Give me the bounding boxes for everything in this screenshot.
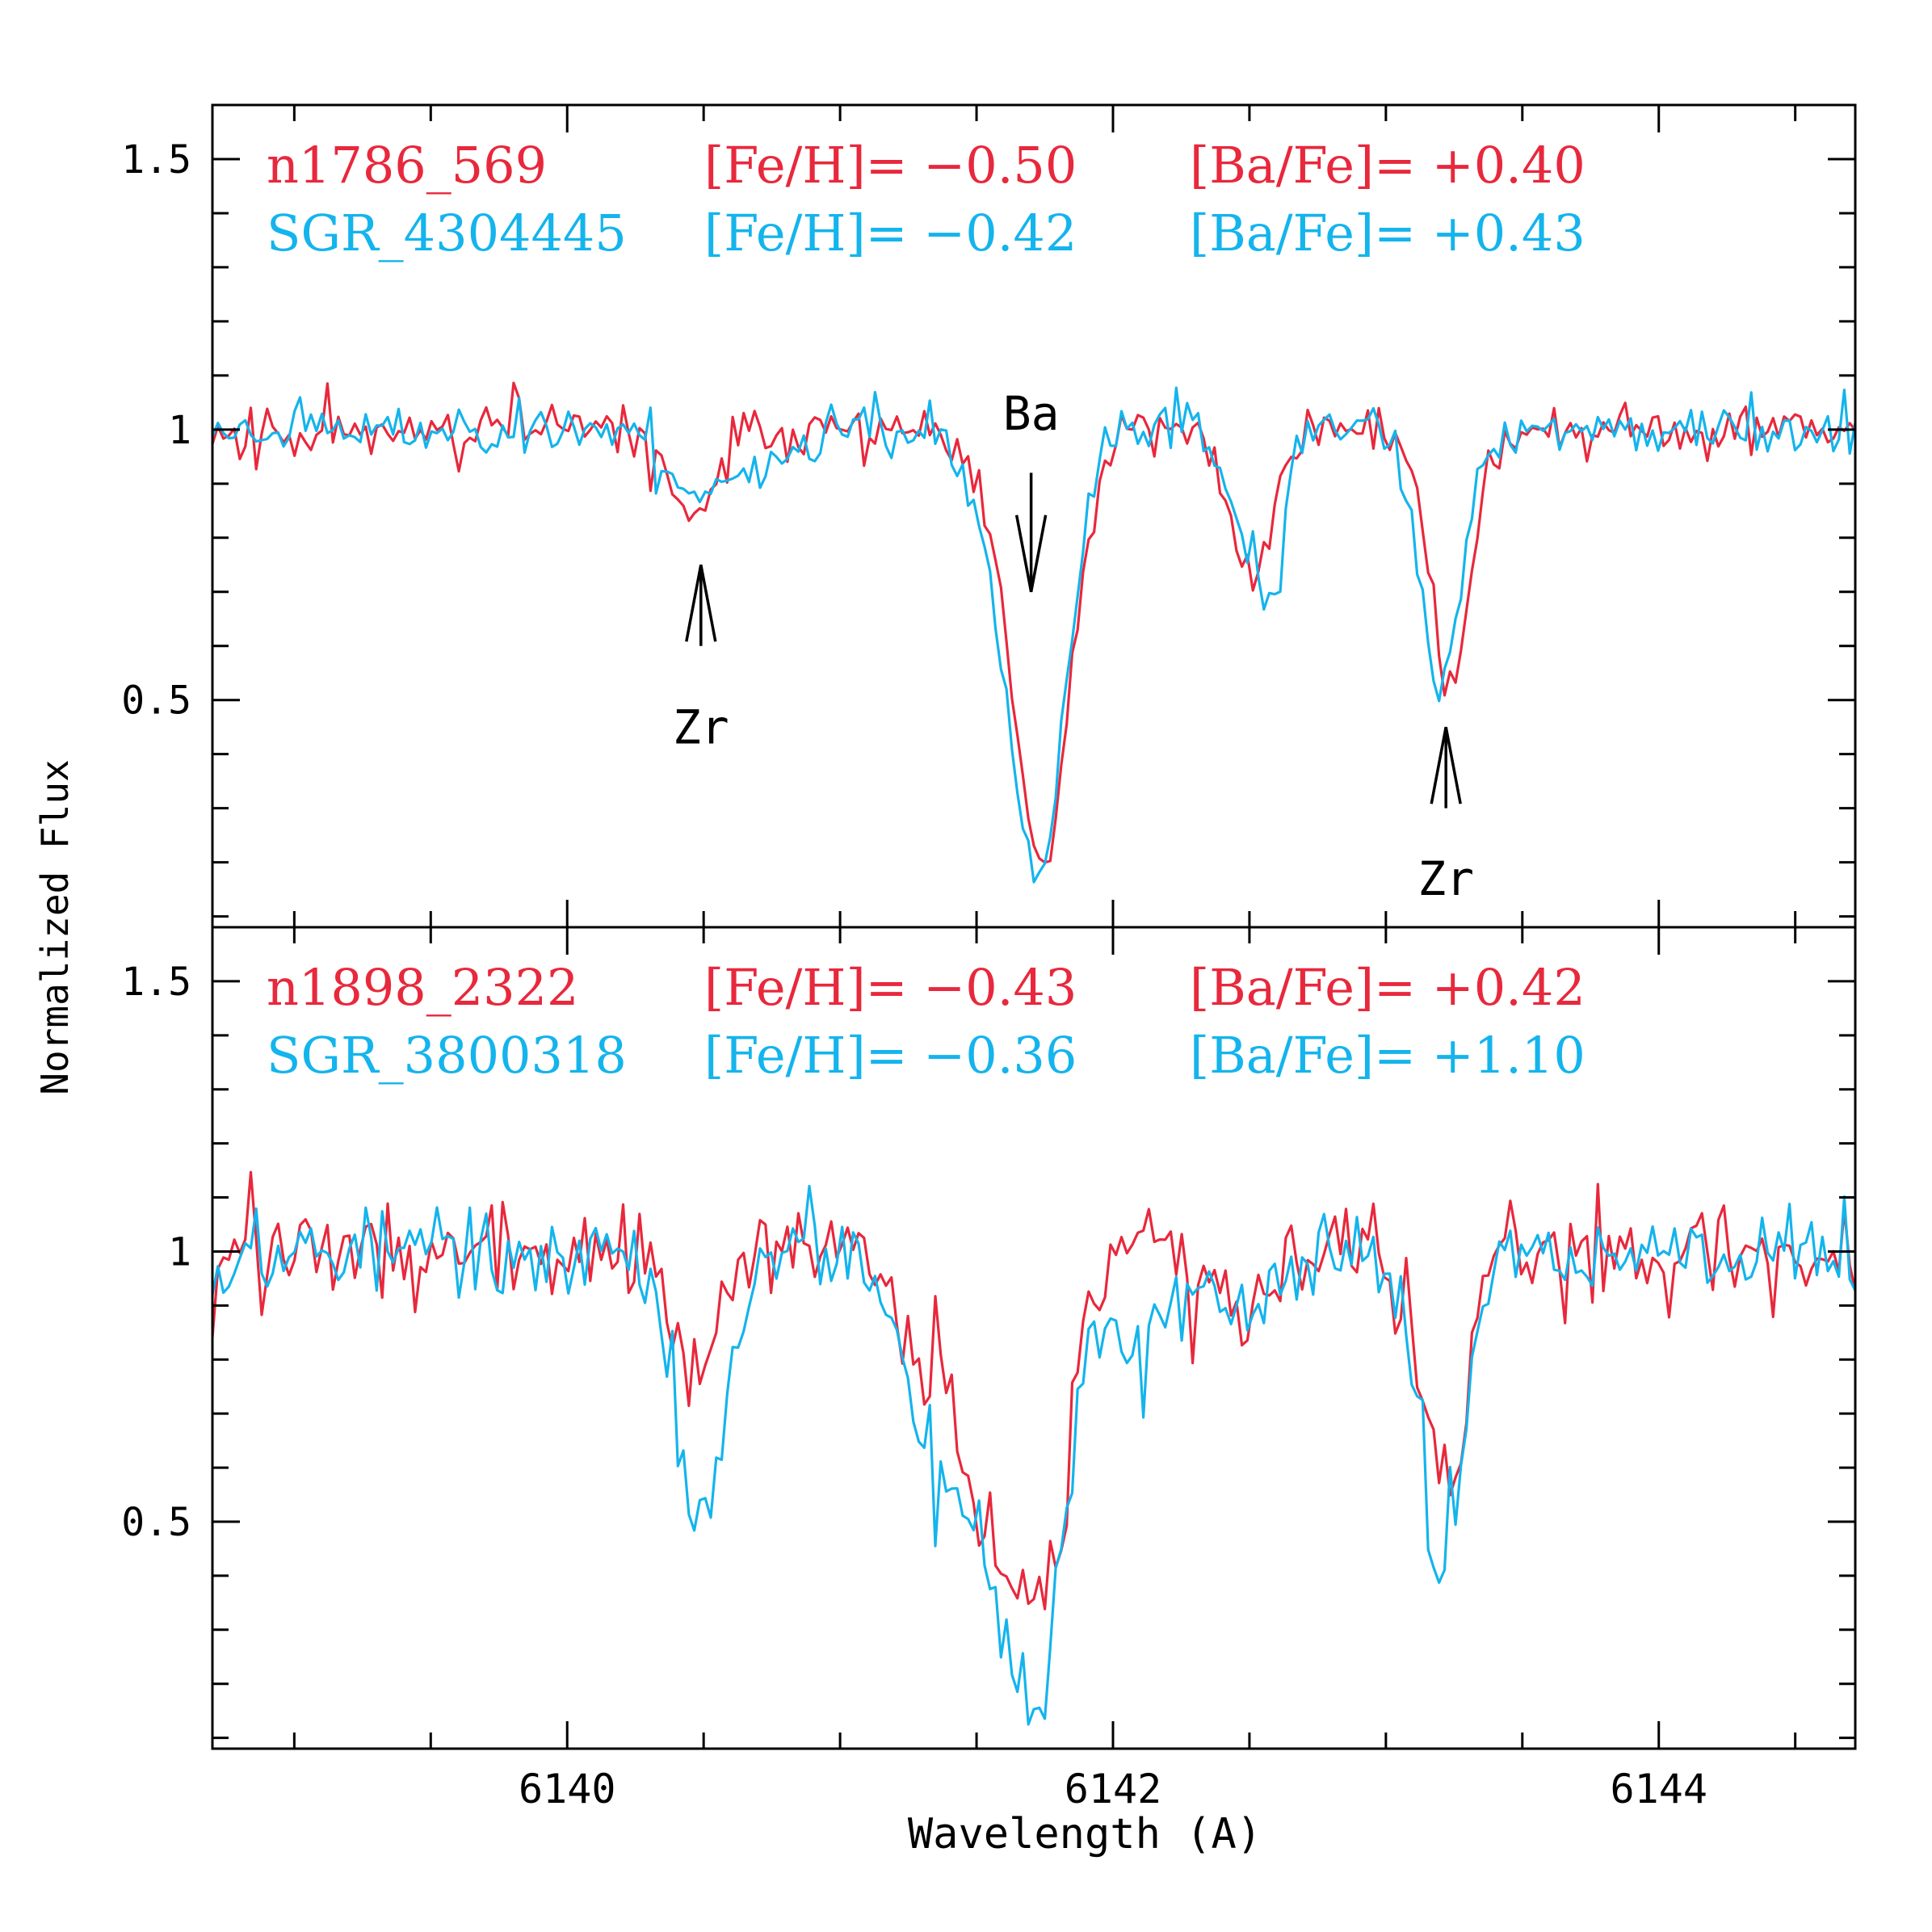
spectrum-SGR_3800318	[212, 1184, 1855, 1726]
x-tick-label: 6142	[1065, 1766, 1161, 1812]
spectrum-SGR_4304445	[212, 386, 1855, 884]
annotation-label-ba: Ba	[1003, 386, 1060, 441]
y-tick-label: 0.5	[121, 678, 191, 724]
legend-feh: [Fe/H]= −0.50	[704, 136, 1077, 195]
legend-star-name: n1786_569	[267, 136, 547, 195]
y-axis-label: Normalized Flux	[33, 759, 77, 1094]
annotation-arrow-head	[685, 564, 717, 642]
x-tick-label: 6144	[1611, 1766, 1707, 1812]
spectrum-n1898_2322	[212, 1170, 1855, 1611]
legend-star-name: SGR_4304445	[267, 204, 627, 262]
x-tick-label: 6140	[519, 1766, 615, 1812]
legend-bafe: [Ba/Fe]= +0.40	[1190, 136, 1586, 195]
legend-bafe: [Ba/Fe]= +0.42	[1190, 958, 1586, 1017]
annotation-label-zr: Zr	[673, 699, 729, 754]
y-tick-label: 1	[168, 1229, 191, 1275]
y-tick-label: 1.5	[121, 137, 191, 183]
y-tick-label: 1.5	[121, 960, 191, 1005]
panel-2: 0.5 1 1.5 n1898_2322 [Fe/H]= −0.43 [Ba/Fe]= +…	[121, 926, 1857, 1750]
legend-star-name: SGR_3800318	[267, 1026, 627, 1085]
legend-feh: [Fe/H]= −0.36	[704, 1026, 1077, 1085]
x-axis-label: Wavelength (A)	[908, 1810, 1262, 1858]
annotation-arrow-head	[1014, 514, 1048, 593]
annotation-arrow-head	[1430, 726, 1462, 804]
legend-star-name: n1898_2322	[267, 958, 579, 1017]
spectrum-n1786_569	[212, 381, 1855, 864]
y-tick-label: 0.5	[121, 1500, 191, 1545]
panel-1: 0.5 1 1.5 n1786_569 [Fe/H]= −0.50 [Ba/Fe]= +0…	[121, 103, 1857, 929]
legend-feh: [Fe/H]= −0.42	[704, 204, 1077, 262]
annotation-label-zr: Zr	[1418, 851, 1474, 906]
y-tick-label: 1	[168, 408, 191, 453]
legend-bafe: [Ba/Fe]= +1.10	[1190, 1026, 1586, 1085]
legend-bafe: [Ba/Fe]= +0.43	[1190, 204, 1586, 262]
panel-frame	[211, 926, 1857, 1750]
legend-feh: [Fe/H]= −0.43	[704, 958, 1077, 1017]
